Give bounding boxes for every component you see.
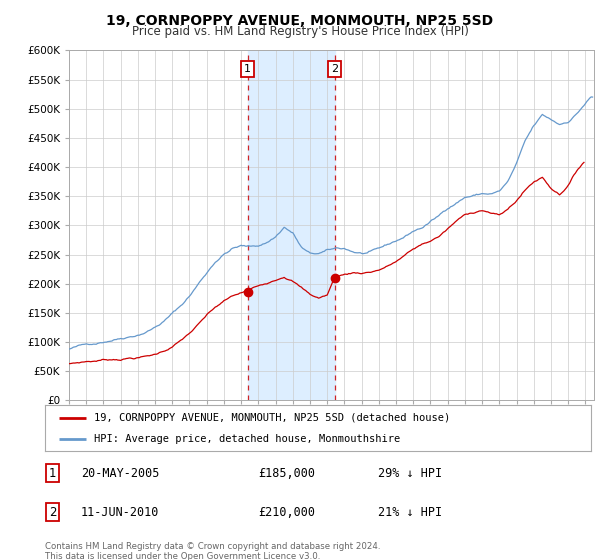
Text: 2: 2 <box>49 506 56 519</box>
Text: HPI: Average price, detached house, Monmouthshire: HPI: Average price, detached house, Monm… <box>94 434 400 444</box>
Bar <box>248 50 335 400</box>
Text: Price paid vs. HM Land Registry's House Price Index (HPI): Price paid vs. HM Land Registry's House … <box>131 25 469 38</box>
Text: 19, CORNPOPPY AVENUE, MONMOUTH, NP25 5SD (detached house): 19, CORNPOPPY AVENUE, MONMOUTH, NP25 5SD… <box>94 413 451 423</box>
Text: 1: 1 <box>244 64 251 74</box>
Text: £185,000: £185,000 <box>258 466 315 480</box>
Text: 19, CORNPOPPY AVENUE, MONMOUTH, NP25 5SD: 19, CORNPOPPY AVENUE, MONMOUTH, NP25 5SD <box>106 14 494 28</box>
Text: 29% ↓ HPI: 29% ↓ HPI <box>378 466 442 480</box>
Text: 20-MAY-2005: 20-MAY-2005 <box>81 466 160 480</box>
Text: 21% ↓ HPI: 21% ↓ HPI <box>378 506 442 519</box>
Text: £210,000: £210,000 <box>258 506 315 519</box>
Text: 2: 2 <box>331 64 338 74</box>
Text: Contains HM Land Registry data © Crown copyright and database right 2024.
This d: Contains HM Land Registry data © Crown c… <box>45 542 380 560</box>
Text: 1: 1 <box>49 466 56 480</box>
Text: 11-JUN-2010: 11-JUN-2010 <box>81 506 160 519</box>
